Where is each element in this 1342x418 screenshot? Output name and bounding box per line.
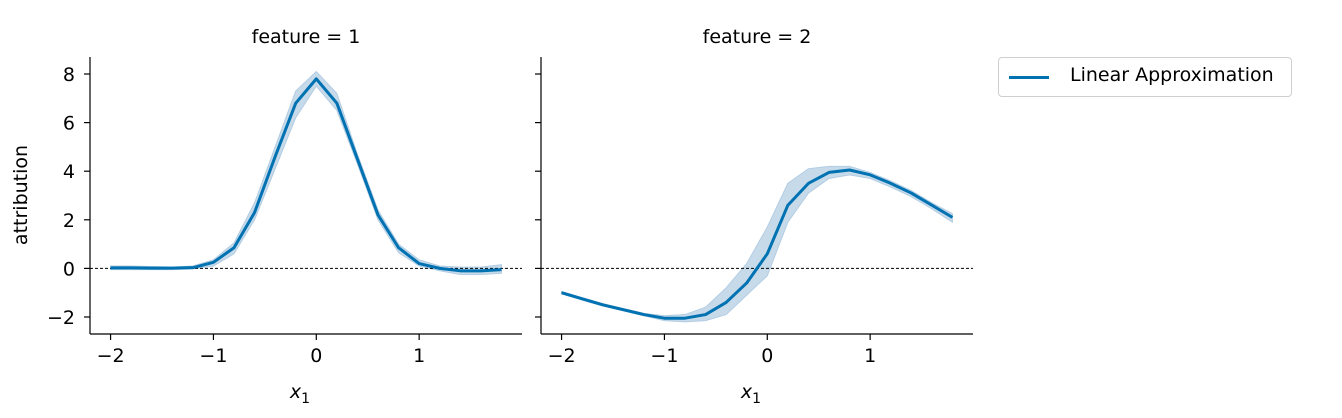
y-tick-label: 0 xyxy=(63,258,75,280)
x-tick-label: 1 xyxy=(413,345,425,367)
x-tick-label: −2 xyxy=(97,345,125,367)
x-axis-label-main: x xyxy=(740,381,753,403)
y-tick-label: −2 xyxy=(47,307,75,329)
x-axis-label: x1 xyxy=(289,381,310,407)
legend-label: Linear Approximation xyxy=(1070,64,1274,86)
x-tick-label: −1 xyxy=(199,345,227,367)
y-tick-label: 6 xyxy=(63,113,75,135)
x-tick-label: 0 xyxy=(310,345,322,367)
legend: Linear Approximation xyxy=(998,57,1292,97)
panel-title: feature = 2 xyxy=(703,26,812,48)
x-axis-label-subscript: 1 xyxy=(752,391,761,407)
legend-line-swatch xyxy=(1009,76,1049,79)
confidence-band xyxy=(561,165,953,323)
x-tick-label: 0 xyxy=(761,345,773,367)
x-tick-label: 1 xyxy=(864,345,876,367)
x-tick-label: −1 xyxy=(650,345,678,367)
series-line-linear-approximation xyxy=(561,168,954,320)
y-tick-label: 2 xyxy=(63,210,75,232)
x-axis-label: x1 xyxy=(740,381,761,407)
y-axis-label: attribution xyxy=(10,145,32,245)
series-line-linear-approximation xyxy=(110,77,502,273)
panel-title: feature = 1 xyxy=(252,26,361,48)
y-tick-label: 8 xyxy=(63,64,75,86)
x-axis-label-subscript: 1 xyxy=(301,391,310,407)
y-tick-label: 4 xyxy=(63,161,75,183)
panel-2: feature = 2−2 −1 0 1x1 xyxy=(535,26,973,407)
x-tick-label: −2 xyxy=(548,345,576,367)
x-axis-label-main: x xyxy=(289,381,302,403)
confidence-band xyxy=(110,70,502,275)
